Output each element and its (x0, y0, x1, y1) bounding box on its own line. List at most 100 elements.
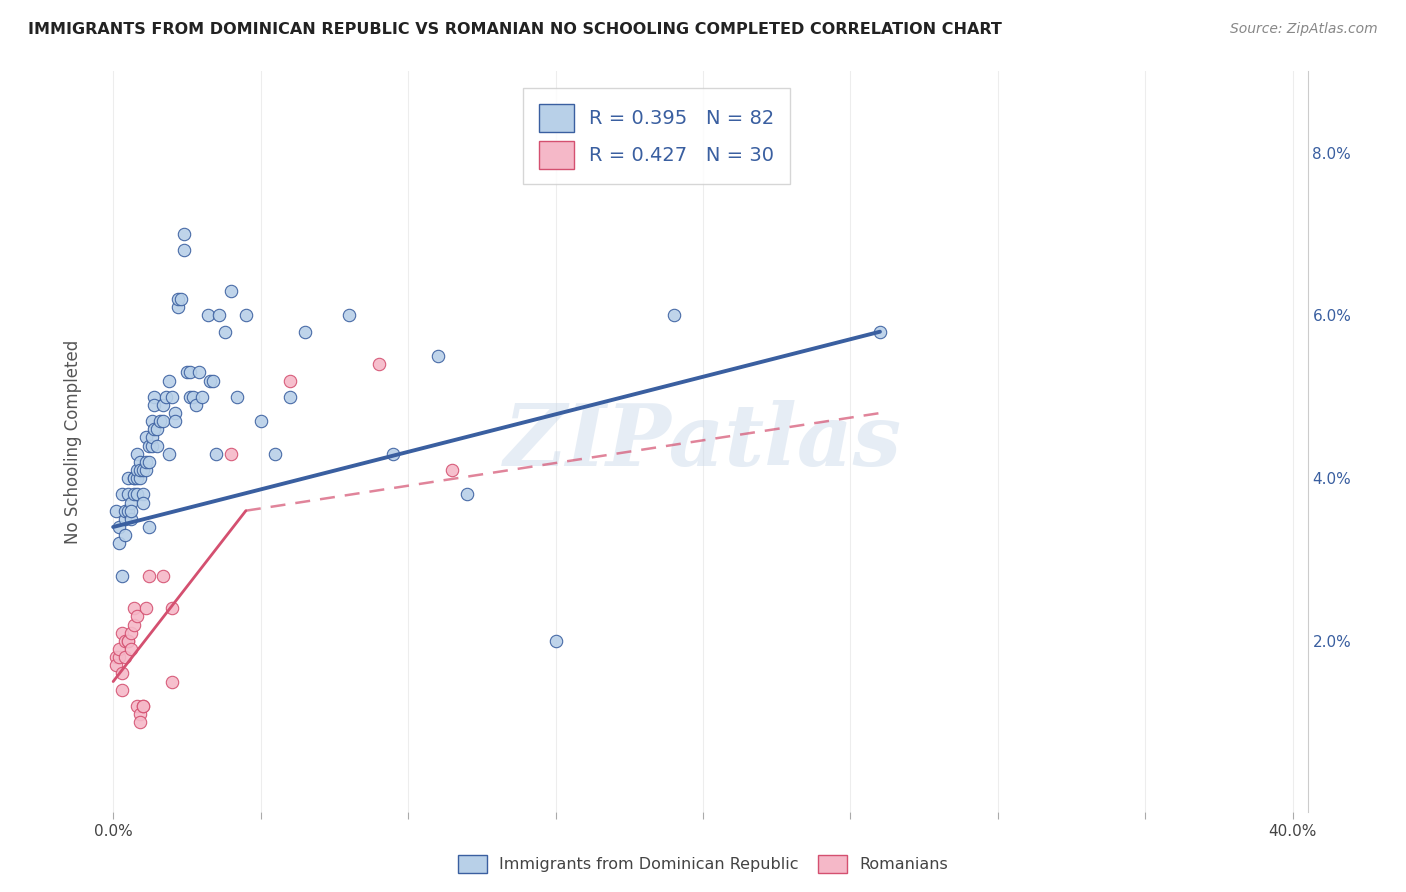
Point (278, 390, 301, 404)
Point (165, 406, 187, 420)
Point (197, 309, 219, 323)
Point (278, 374, 301, 388)
Point (176, 365, 198, 379)
Point (128, 715, 150, 730)
Point (128, 471, 150, 485)
Point (187, 365, 209, 379)
Point (111, 666, 134, 681)
Point (131, 463, 153, 477)
Point (367, 357, 389, 371)
Text: ZIPatlas: ZIPatlas (503, 400, 903, 483)
Point (111, 487, 134, 501)
Point (117, 633, 139, 648)
Point (155, 390, 177, 404)
Point (128, 455, 150, 469)
Point (167, 301, 190, 315)
Point (143, 390, 166, 404)
Point (117, 471, 139, 485)
Point (135, 601, 157, 615)
Point (117, 633, 139, 648)
Point (141, 439, 163, 453)
Point (138, 455, 160, 469)
Point (108, 536, 131, 550)
Point (337, 309, 360, 323)
Point (544, 633, 567, 648)
Point (128, 463, 150, 477)
Point (135, 430, 157, 444)
Point (105, 504, 128, 518)
Point (456, 487, 478, 501)
Point (105, 650, 128, 665)
Point (441, 463, 464, 477)
Point (111, 682, 134, 697)
Point (120, 512, 142, 526)
Legend: Immigrants from Dominican Republic, Romanians: Immigrants from Dominican Republic, Roma… (451, 848, 955, 880)
Point (122, 471, 145, 485)
Point (131, 698, 153, 713)
Point (108, 650, 131, 665)
Point (111, 625, 134, 640)
Point (294, 325, 316, 339)
Point (149, 414, 172, 428)
Point (120, 495, 142, 509)
Point (662, 309, 685, 323)
Point (208, 309, 231, 323)
Point (202, 374, 225, 388)
Point (105, 658, 128, 673)
Point (135, 463, 157, 477)
Point (200, 374, 222, 388)
Point (128, 707, 150, 722)
Point (131, 495, 153, 509)
Point (120, 642, 142, 657)
Point (219, 447, 242, 461)
Point (214, 325, 236, 339)
Point (226, 390, 249, 404)
Point (143, 398, 166, 412)
Point (152, 414, 174, 428)
Point (125, 447, 148, 461)
Point (117, 487, 139, 501)
Point (205, 447, 228, 461)
Point (120, 504, 142, 518)
Point (167, 292, 190, 306)
Point (125, 487, 148, 501)
Point (173, 244, 195, 258)
Point (114, 650, 136, 665)
Point (190, 390, 212, 404)
Point (152, 568, 174, 582)
Point (108, 642, 131, 657)
Point (157, 374, 180, 388)
Point (160, 601, 183, 615)
Point (138, 520, 160, 534)
Point (146, 439, 169, 453)
Point (114, 528, 136, 542)
Point (426, 349, 449, 363)
Point (122, 487, 145, 501)
Point (152, 398, 174, 412)
Point (108, 520, 131, 534)
Point (141, 430, 163, 444)
Point (125, 698, 148, 713)
Point (146, 422, 169, 436)
Point (131, 487, 153, 501)
Point (122, 471, 145, 485)
Point (157, 447, 180, 461)
Text: Source: ZipAtlas.com: Source: ZipAtlas.com (1230, 22, 1378, 37)
Point (138, 568, 160, 582)
Point (125, 471, 148, 485)
Text: IMMIGRANTS FROM DOMINICAN REPUBLIC VS ROMANIAN NO SCHOOLING COMPLETED CORRELATIO: IMMIGRANTS FROM DOMINICAN REPUBLIC VS RO… (28, 22, 1002, 37)
Point (122, 601, 145, 615)
Point (138, 439, 160, 453)
Point (160, 674, 183, 689)
Point (114, 512, 136, 526)
Point (143, 422, 166, 436)
Point (122, 617, 145, 632)
Point (131, 698, 153, 713)
Point (125, 609, 148, 624)
Y-axis label: No Schooling Completed: No Schooling Completed (63, 340, 82, 543)
Point (120, 625, 142, 640)
Point (264, 447, 287, 461)
Point (184, 398, 207, 412)
Point (111, 568, 134, 582)
Legend: R = 0.395   N = 82, R = 0.427   N = 30: R = 0.395 N = 82, R = 0.427 N = 30 (523, 88, 790, 185)
